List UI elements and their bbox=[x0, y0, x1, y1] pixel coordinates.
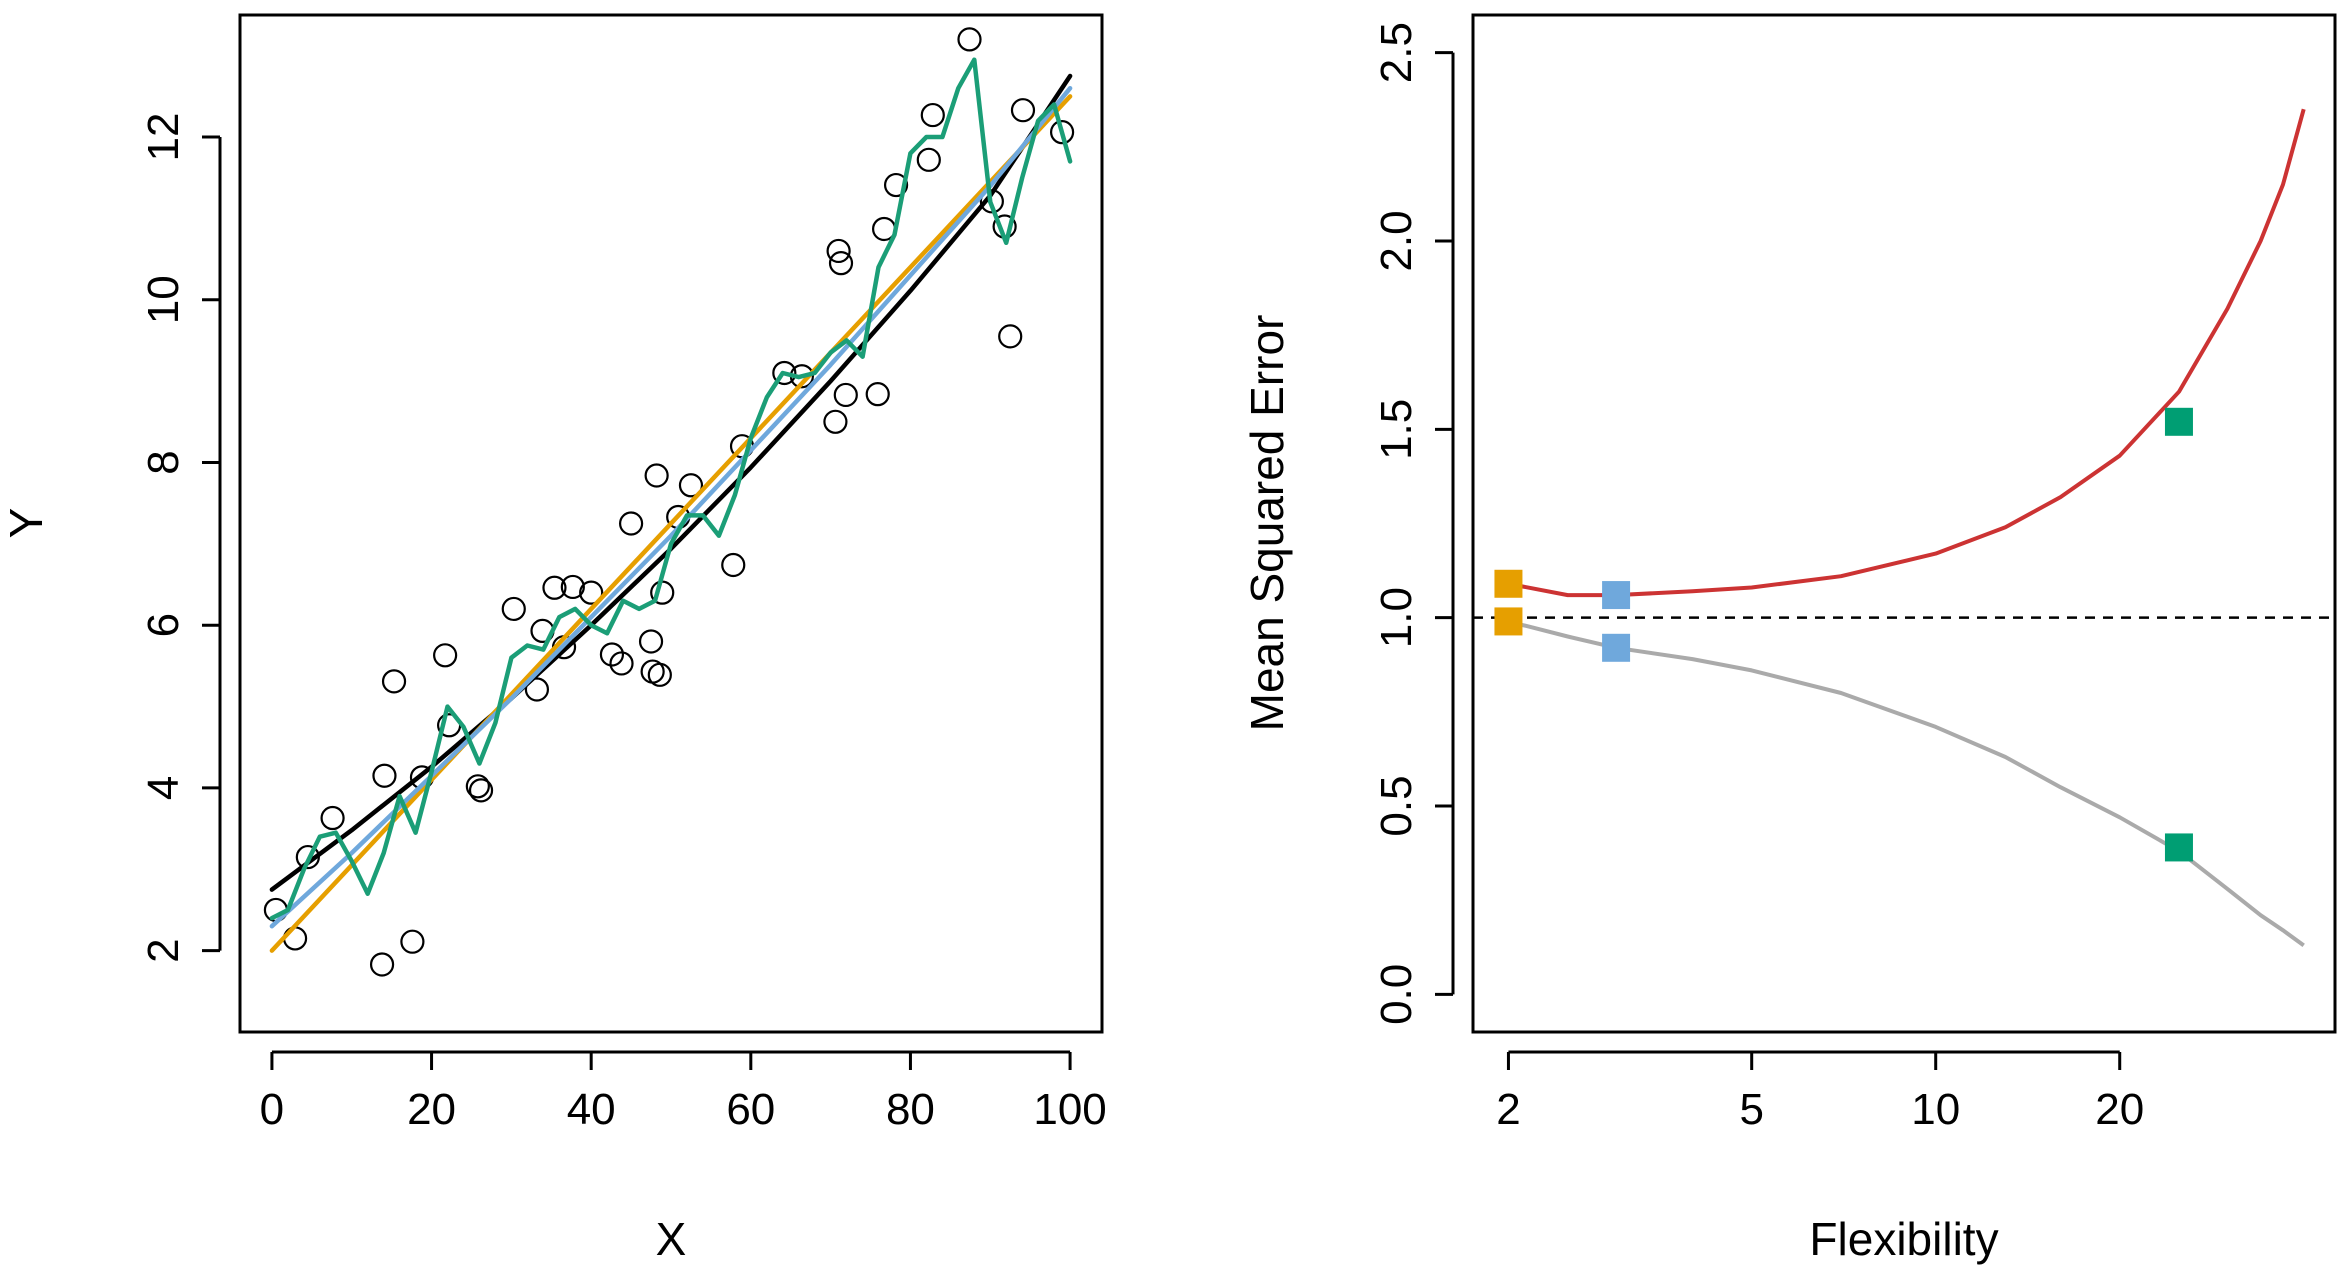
data-point bbox=[433, 643, 458, 668]
data-point bbox=[1049, 120, 1075, 145]
data-point bbox=[400, 929, 425, 954]
x-tick-label: 2 bbox=[1496, 1085, 1520, 1134]
x-tick-label: 20 bbox=[407, 1085, 456, 1134]
square-marker bbox=[1602, 581, 1631, 610]
data-point bbox=[1010, 98, 1036, 123]
data-point bbox=[883, 172, 909, 198]
square-marker bbox=[2164, 833, 2193, 862]
smooth-fit-curve bbox=[269, 85, 1073, 929]
x-tick-label: 20 bbox=[2095, 1085, 2144, 1134]
data-point bbox=[501, 596, 526, 622]
y-tick-label: 2 bbox=[139, 938, 188, 962]
y-tick-label: 8 bbox=[139, 450, 188, 474]
axes: 2 5 10 20 0.0 0.5 1.0 1.5 2.0 2.5 bbox=[1372, 22, 2144, 1134]
y-axis-label: Y bbox=[0, 508, 52, 539]
data-point bbox=[647, 662, 672, 687]
training-mse-curve bbox=[1507, 619, 2305, 948]
x-tick-label: 60 bbox=[726, 1085, 775, 1134]
y-tick-label: 1.5 bbox=[1372, 399, 1421, 460]
y-tick-label: 2.0 bbox=[1372, 210, 1421, 271]
data-point bbox=[678, 473, 704, 498]
scatter-panel: 0 20 40 60 80 100 2 4 6 8 10 12 X Y bbox=[0, 13, 1107, 1265]
square-marker bbox=[1602, 633, 1631, 662]
data-point bbox=[828, 251, 854, 276]
data-point bbox=[833, 382, 858, 408]
x-tick-label: 80 bbox=[886, 1085, 935, 1134]
data-point bbox=[282, 926, 308, 951]
x-tick-label: 40 bbox=[567, 1085, 616, 1134]
flexible-fit-curve bbox=[269, 57, 1073, 921]
data-point bbox=[957, 27, 982, 52]
x-axis-label: Flexibility bbox=[1809, 1213, 1998, 1265]
y-tick-label: 0.5 bbox=[1372, 775, 1421, 836]
data-point bbox=[644, 463, 669, 488]
y-tick-label: 1.0 bbox=[1372, 587, 1421, 648]
data-point bbox=[823, 409, 848, 434]
y-tick-label: 4 bbox=[139, 776, 188, 800]
square-marker bbox=[2164, 407, 2193, 436]
data-point bbox=[542, 575, 567, 600]
x-axis-label: X bbox=[656, 1213, 687, 1265]
data-point bbox=[369, 952, 395, 977]
data-point bbox=[618, 511, 644, 536]
data-point bbox=[372, 763, 397, 788]
data-point bbox=[638, 629, 664, 654]
data-point bbox=[826, 238, 851, 264]
axes: 0 20 40 60 80 100 2 4 6 8 10 12 bbox=[139, 113, 1107, 1134]
square-marker bbox=[1494, 569, 1523, 598]
plot-frame bbox=[238, 13, 1104, 1034]
test-mse-curve bbox=[1508, 108, 2306, 598]
data-point bbox=[468, 778, 494, 803]
data-marks bbox=[263, 27, 1075, 977]
data-point bbox=[560, 574, 585, 600]
data-point bbox=[998, 324, 1023, 349]
data-point bbox=[721, 552, 746, 578]
data-point bbox=[865, 382, 890, 407]
plot-frame bbox=[1471, 13, 2337, 1034]
x-tick-label: 100 bbox=[1033, 1085, 1106, 1134]
y-tick-label: 12 bbox=[139, 113, 188, 162]
data-marks bbox=[1473, 108, 2335, 948]
mse-panel: 2 5 10 20 0.0 0.5 1.0 1.5 2.0 2.5 Flexibility Mea… bbox=[1241, 13, 2337, 1265]
data-point bbox=[579, 580, 604, 605]
data-point bbox=[465, 774, 490, 799]
data-point bbox=[320, 805, 345, 831]
x-tick-label: 5 bbox=[1739, 1085, 1763, 1134]
data-point bbox=[381, 669, 407, 694]
x-tick-label: 10 bbox=[1911, 1085, 1960, 1134]
data-point bbox=[772, 360, 797, 386]
y-tick-label: 0.0 bbox=[1372, 964, 1421, 1025]
x-tick-label: 0 bbox=[260, 1085, 284, 1134]
y-tick-label: 10 bbox=[139, 275, 188, 324]
square-marker bbox=[1494, 607, 1523, 636]
y-tick-label: 2.5 bbox=[1372, 22, 1421, 83]
data-point bbox=[920, 102, 945, 128]
y-axis-label: Mean Squared Error bbox=[1241, 315, 1293, 732]
data-point bbox=[916, 147, 941, 172]
data-point bbox=[609, 651, 634, 676]
data-point bbox=[599, 642, 625, 667]
y-tick-label: 6 bbox=[139, 613, 188, 637]
data-point bbox=[524, 677, 550, 702]
